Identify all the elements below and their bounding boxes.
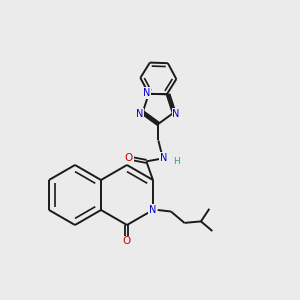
Text: O: O bbox=[124, 153, 133, 164]
Text: N: N bbox=[136, 109, 143, 119]
Text: N: N bbox=[143, 88, 150, 98]
Text: H: H bbox=[173, 157, 180, 166]
Text: O: O bbox=[123, 236, 131, 247]
Text: N: N bbox=[149, 205, 157, 215]
Text: N: N bbox=[172, 109, 180, 119]
Text: N: N bbox=[160, 153, 167, 163]
